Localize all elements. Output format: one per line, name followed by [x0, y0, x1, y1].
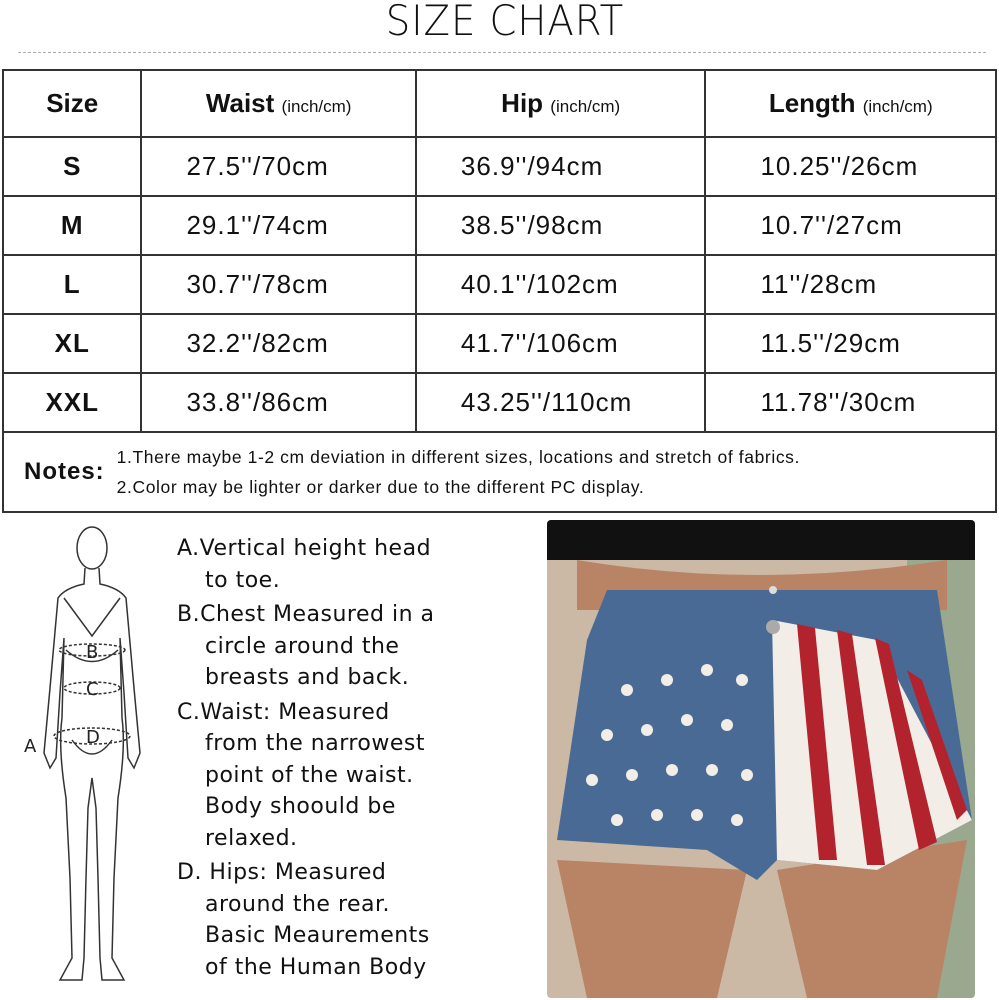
- table-row: XL 32.2''/82cm 41.7''/106cm 11.5''/29cm: [1, 313, 997, 374]
- flag-stars: [586, 664, 753, 826]
- waist-cell: 30.7''/78cm: [140, 254, 417, 315]
- size-cell: L: [1, 254, 143, 315]
- header-waist: Waist (inch/cm): [140, 69, 417, 138]
- hip-cell: 38.5''/98cm: [414, 195, 707, 256]
- size-cell: XXL: [1, 372, 143, 433]
- waist-cell: 27.5''/70cm: [140, 136, 417, 197]
- label-c: C: [86, 679, 99, 700]
- length-cell: 11.5''/29cm: [704, 313, 997, 374]
- size-cell: S: [1, 136, 143, 197]
- table-header-row: Size Waist (inch/cm) Hip (inch/cm) Lengt…: [1, 69, 997, 138]
- length-cell: 11.78''/30cm: [704, 372, 997, 433]
- hip-cell: 40.1''/102cm: [414, 254, 707, 315]
- notes-label: Notes:: [24, 458, 105, 485]
- waist-cell: 29.1''/74cm: [140, 195, 417, 256]
- header-size: Size: [1, 69, 143, 138]
- header-length: Length (inch/cm): [704, 69, 997, 138]
- hip-cell: 43.25''/110cm: [414, 372, 707, 433]
- table-row: M 29.1''/74cm 38.5''/98cm 10.7''/27cm: [1, 195, 997, 256]
- body-measurement-figure: B C D A: [24, 526, 141, 981]
- waist-cell: 33.8''/86cm: [140, 372, 417, 433]
- size-table: Size Waist (inch/cm) Hip (inch/cm) Lengt…: [1, 69, 997, 513]
- hip-cell: 41.7''/106cm: [414, 313, 707, 374]
- product-photo: [547, 520, 975, 998]
- label-b: B: [86, 642, 98, 663]
- note-2: 2.Color may be lighter or darker due to …: [116, 477, 645, 497]
- hip-cell: 36.9''/94cm: [414, 136, 707, 197]
- waist-cell: 32.2''/82cm: [140, 313, 417, 374]
- page-title: SIZE CHART: [385, 0, 625, 45]
- length-cell: 10.25''/26cm: [704, 136, 997, 197]
- label-a: A: [24, 736, 37, 757]
- label-d: D: [86, 727, 100, 748]
- length-cell: 10.7''/27cm: [704, 195, 997, 256]
- divider: [18, 52, 986, 53]
- header-hip: Hip (inch/cm): [414, 69, 707, 138]
- legend-item-c: C.Waist: Measured from the narrowest poi…: [177, 699, 426, 851]
- legend-item-d: D. Hips: Measured around the rear. Basic…: [177, 860, 430, 980]
- size-cell: XL: [1, 313, 143, 374]
- size-cell: M: [1, 195, 143, 256]
- table-row: L 30.7''/78cm 40.1''/102cm 11''/28cm: [1, 254, 997, 315]
- table-row: S 27.5''/70cm 36.9''/94cm 10.25''/26cm: [1, 136, 997, 197]
- length-cell: 11''/28cm: [704, 254, 997, 315]
- table-row: XXL 33.8''/86cm 43.25''/110cm 11.78''/30…: [1, 372, 997, 433]
- notes-row: Notes: 1.There maybe 1-2 cm deviation in…: [2, 431, 997, 513]
- measurement-legend: A.Vertical height head to toe. B.Chest M…: [177, 533, 435, 986]
- legend-item-b: B.Chest Measured in a circle around the …: [177, 602, 435, 690]
- legend-item-a: A.Vertical height head to toe.: [177, 536, 432, 593]
- note-1: 1.There maybe 1-2 cm deviation in differ…: [116, 447, 800, 467]
